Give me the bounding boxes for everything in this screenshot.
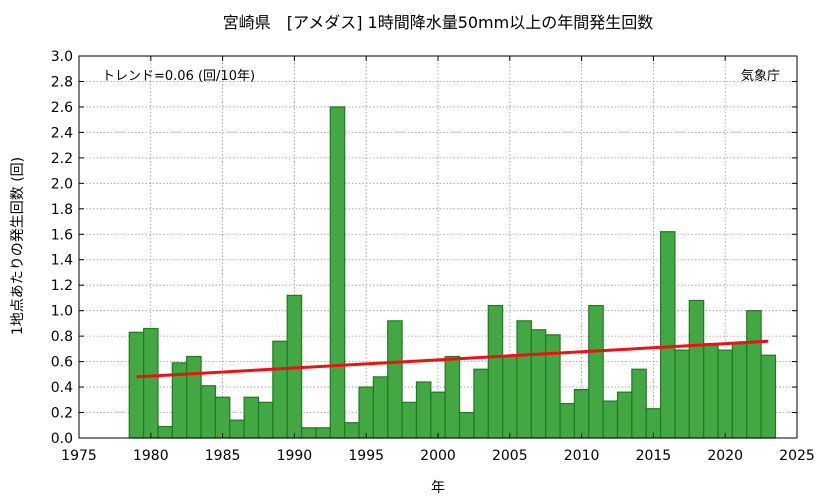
y-tick-label: 1.8 xyxy=(51,202,73,218)
x-tick-label: 2005 xyxy=(492,448,528,464)
bar-2010 xyxy=(573,389,590,439)
bar-2023 xyxy=(760,354,777,439)
ticks: 0.0 0.2 0.4 0.6 0.8 1.0 1.2 1.4 1.6 1.8 2.0 2.2 2.4 2… xyxy=(51,49,815,464)
y-tick-label: 2.4 xyxy=(51,125,73,141)
x-tick-label: 2000 xyxy=(420,448,456,464)
bar-2021 xyxy=(731,343,748,439)
bar-1998 xyxy=(401,401,418,439)
chart-title: 宮崎県 [アメダス] 1時間降水量50mm以上の年間発生回数 xyxy=(223,13,653,32)
source-label: 気象庁 xyxy=(741,68,780,84)
bar-2008 xyxy=(545,334,561,439)
x-tick-label: 1980 xyxy=(133,448,169,464)
bar-1989 xyxy=(272,340,288,439)
x-tick-label: 1995 xyxy=(348,448,384,464)
bar-1985 xyxy=(214,396,231,439)
y-tick-label: 2.8 xyxy=(51,74,73,90)
y-tick-label: 0.6 xyxy=(51,355,73,371)
x-tick-label: 1975 xyxy=(61,448,97,464)
bar-2002 xyxy=(458,411,475,439)
y-tick-label: 2.0 xyxy=(51,176,73,192)
trend-label: トレンド=0.06 (回/10年) xyxy=(102,69,255,84)
y-tick-label: 1.6 xyxy=(51,227,73,243)
trend-line xyxy=(136,339,769,379)
bar-2009 xyxy=(559,403,576,439)
bars xyxy=(128,106,777,439)
bar-1986 xyxy=(229,419,245,439)
y-tick-label: 2.6 xyxy=(51,100,73,116)
x-tick-label: 1990 xyxy=(277,448,313,464)
bar-1984 xyxy=(200,385,217,439)
bar-2007 xyxy=(530,329,547,439)
bar-1995 xyxy=(358,386,374,439)
bar-1980 xyxy=(143,327,159,439)
y-tick-label: 0.2 xyxy=(51,406,73,422)
y-axis-label: 1地点あたりの発生回数 (回) xyxy=(10,157,26,335)
y-tick-label: 3.0 xyxy=(51,49,73,65)
x-axis-label: 年 xyxy=(431,480,445,496)
bar-1999 xyxy=(415,381,432,439)
bar-2019 xyxy=(703,343,719,439)
x-tick-label: 2015 xyxy=(636,448,672,464)
bar-2016 xyxy=(659,231,676,439)
bar-2006 xyxy=(516,320,532,439)
bar-2020 xyxy=(717,349,733,439)
bar-1979 xyxy=(128,331,145,439)
bar-2001 xyxy=(444,355,461,439)
bar-2000 xyxy=(430,391,446,439)
bar-2013 xyxy=(616,391,633,439)
bar-1994 xyxy=(344,422,360,439)
bar-2011 xyxy=(588,304,604,439)
y-tick-label: 1.0 xyxy=(51,304,73,320)
y-tick-label: 2.2 xyxy=(51,151,73,167)
x-tick-label: 2025 xyxy=(779,448,815,464)
x-tick-label: 2020 xyxy=(707,448,743,464)
bar-1996 xyxy=(372,376,389,439)
bar-2012 xyxy=(602,400,619,439)
bar-1987 xyxy=(243,396,260,439)
bar-2014 xyxy=(631,368,647,439)
y-tick-label: 0.0 xyxy=(51,431,73,447)
bar-1983 xyxy=(186,355,202,439)
x-tick-label: 2010 xyxy=(564,448,600,464)
bar-2005 xyxy=(502,355,518,439)
bar-1991 xyxy=(300,427,317,439)
y-tick-label: 1.4 xyxy=(51,253,73,269)
bar-1988 xyxy=(257,401,274,439)
bar-2003 xyxy=(473,368,489,439)
bar-1997 xyxy=(387,320,403,439)
bar-2004 xyxy=(487,304,504,439)
y-tick-label: 0.8 xyxy=(51,329,73,345)
bar-2018 xyxy=(688,299,705,439)
x-tick-label: 1985 xyxy=(205,448,241,464)
bar-1993 xyxy=(329,106,346,439)
bar-2022 xyxy=(746,310,762,439)
bar-2017 xyxy=(674,349,690,439)
bar-1992 xyxy=(315,427,331,439)
y-tick-label: 0.4 xyxy=(51,380,73,396)
bar-1981 xyxy=(157,425,173,439)
y-tick-label: 1.2 xyxy=(51,278,73,294)
